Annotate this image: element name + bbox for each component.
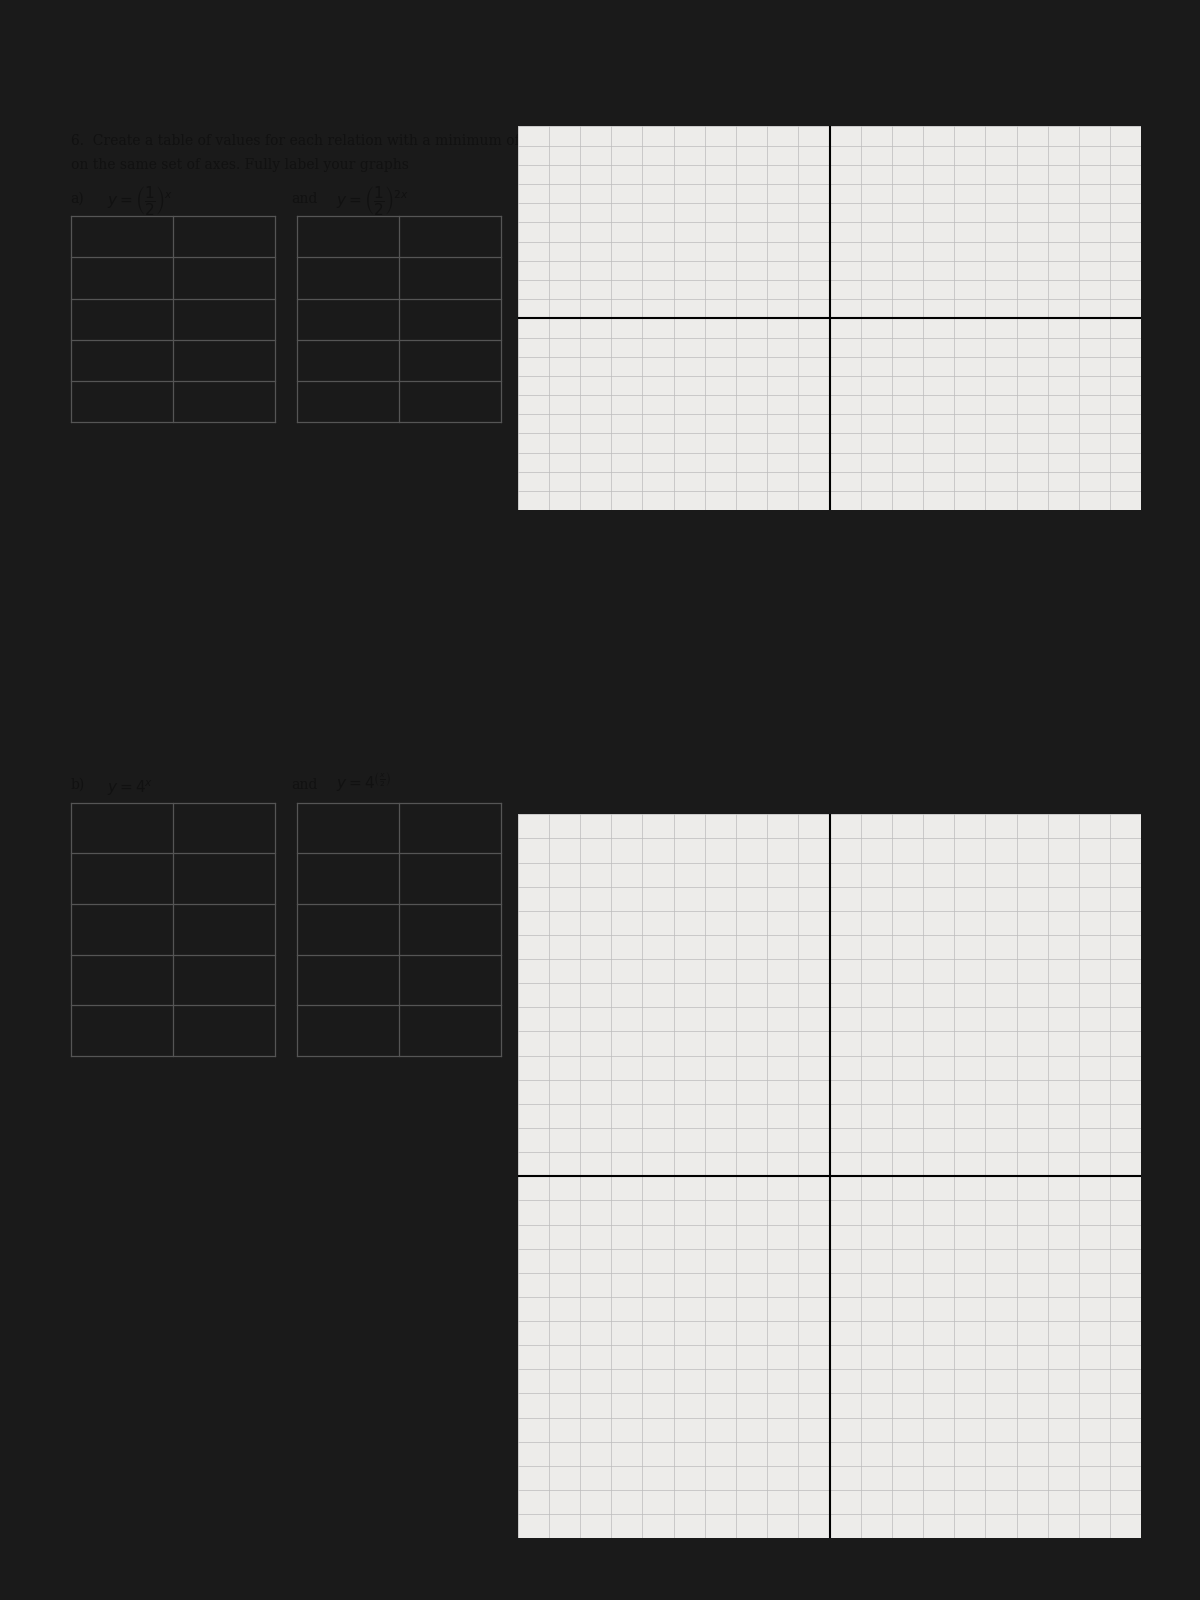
Text: on the same set of axes. Fully label your graphs: on the same set of axes. Fully label you… (71, 158, 408, 173)
Text: $y = \left(\dfrac{1}{2}\right)^{2x}$: $y = \left(\dfrac{1}{2}\right)^{2x}$ (336, 184, 409, 218)
Text: a): a) (71, 192, 84, 206)
Text: b): b) (71, 778, 85, 792)
Text: and: and (292, 192, 318, 206)
Text: $y = 4^{\left(\frac{x}{2}\right)}$: $y = 4^{\left(\frac{x}{2}\right)}$ (336, 771, 390, 794)
Text: $y = 4^x$: $y = 4^x$ (107, 778, 154, 798)
Text: 6.  Create a table of values for each relation with a minimum of 4 points. Graph: 6. Create a table of values for each rel… (71, 134, 788, 147)
Text: and: and (292, 778, 318, 792)
Text: $y = \left(\dfrac{1}{2}\right)^x$: $y = \left(\dfrac{1}{2}\right)^x$ (107, 184, 173, 218)
